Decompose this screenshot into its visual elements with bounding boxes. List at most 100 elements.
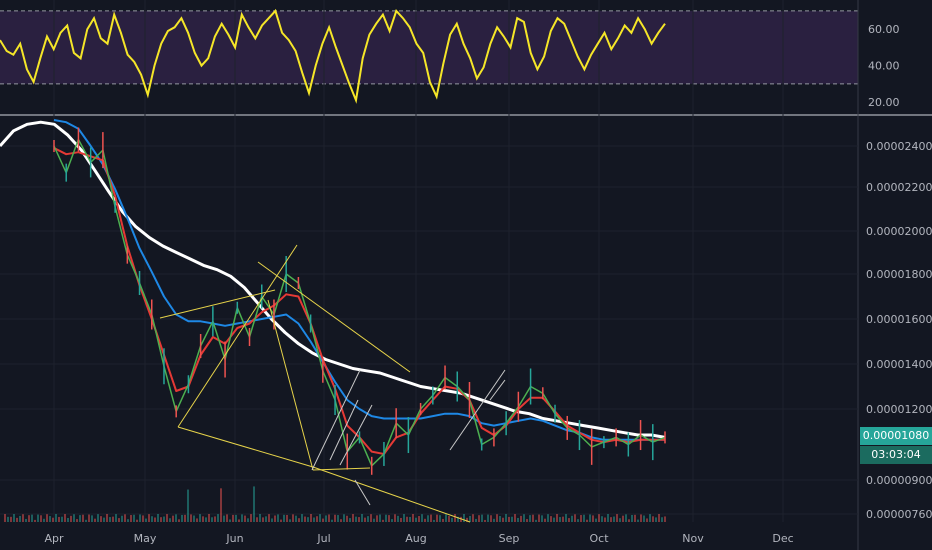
- volume-bar: [211, 517, 213, 522]
- volume-bar: [481, 514, 483, 522]
- volume-bar: [502, 517, 504, 522]
- volume-bar: [493, 518, 495, 522]
- volume-bar: [274, 515, 276, 522]
- volume-bar: [112, 516, 114, 522]
- volume-bar: [403, 514, 405, 522]
- trendline: [312, 467, 371, 471]
- volume-bar: [244, 515, 246, 522]
- trendline: [177, 426, 314, 468]
- rsi-band: [0, 10, 858, 84]
- volume-bar: [361, 514, 363, 522]
- volume-bar: [457, 516, 459, 522]
- volume-bar: [472, 514, 474, 522]
- volume-bar: [331, 519, 333, 522]
- volume-bar: [82, 514, 84, 522]
- volume-bar: [286, 514, 288, 522]
- volume-bar: [514, 514, 516, 522]
- volume-bar: [22, 514, 24, 522]
- volume-bar: [511, 516, 513, 522]
- volume-bar: [652, 516, 654, 522]
- volume-bar: [238, 519, 240, 522]
- price-series-slow: [53, 119, 665, 441]
- last-price-badge: 0.00001080: [860, 427, 932, 445]
- volume-bar: [319, 514, 321, 522]
- volume-bar: [310, 514, 312, 522]
- x-tick-label-may: May: [134, 532, 157, 545]
- volume-bar: [106, 514, 108, 522]
- volume-bar: [220, 488, 222, 522]
- volume-bar: [463, 514, 465, 522]
- volume-bar: [76, 519, 78, 522]
- volume-bar: [451, 517, 453, 522]
- volume-bar: [325, 515, 327, 522]
- volume-bar: [547, 514, 549, 522]
- volume-bar: [475, 518, 477, 522]
- volume-bar: [214, 516, 216, 522]
- volume-bar: [490, 515, 492, 522]
- volume-bar: [73, 514, 75, 522]
- volume-bar: [205, 517, 207, 522]
- volume-bar: [415, 517, 417, 522]
- volume-bar: [526, 519, 528, 522]
- volume-bar: [613, 516, 615, 522]
- volume-bar: [544, 518, 546, 522]
- volume-bar: [7, 516, 9, 522]
- volume-bar: [262, 517, 264, 522]
- volume-bar: [223, 515, 225, 522]
- volume-bar: [364, 517, 366, 522]
- volume-bar: [298, 518, 300, 522]
- price-tick-label: 0.00001200: [866, 403, 932, 416]
- volume-bar: [655, 517, 657, 522]
- rsi-tick-label: 20.00: [868, 96, 900, 109]
- volume-bar: [247, 518, 249, 522]
- volume-bar: [265, 516, 267, 522]
- volume-bar: [277, 514, 279, 522]
- volume-bar: [115, 514, 117, 522]
- volume-bar: [355, 516, 357, 522]
- volume-bar: [49, 516, 51, 522]
- volume-bar: [58, 516, 60, 522]
- x-tick-label-apr: Apr: [44, 532, 64, 545]
- volume-bar: [580, 515, 582, 522]
- trendline: [159, 289, 276, 319]
- volume-bar: [34, 519, 36, 522]
- volume-bar: [280, 519, 282, 522]
- volume-bar: [316, 516, 318, 522]
- volume-bar: [85, 519, 87, 522]
- annotation-line: [329, 399, 359, 461]
- volume-bar: [253, 486, 255, 522]
- volume-bar: [427, 515, 429, 522]
- trendline: [257, 261, 411, 373]
- volume-bar: [139, 514, 141, 522]
- volume-bar: [103, 517, 105, 522]
- price-tick-label: 0.00002000: [866, 225, 932, 238]
- volume-bar: [619, 518, 621, 522]
- volume-bar: [430, 514, 432, 522]
- volume-bar: [394, 514, 396, 522]
- rsi-tick-label: 60.00: [868, 23, 900, 36]
- volume-bar: [127, 519, 129, 522]
- volume-bar: [172, 515, 174, 522]
- volume-bar: [409, 516, 411, 522]
- volume-bar: [388, 515, 390, 522]
- volume-bar: [532, 514, 534, 522]
- volume-bar: [508, 516, 510, 522]
- volume-bar: [295, 515, 297, 522]
- volume-bar: [664, 516, 666, 522]
- volume-bar: [289, 519, 291, 522]
- volume-bar: [250, 514, 252, 522]
- volume-bar: [556, 514, 558, 522]
- volume-bar: [301, 514, 303, 522]
- price-tick-label: 0.00001600: [866, 313, 932, 326]
- volume-bar: [397, 515, 399, 522]
- volume-bar: [154, 517, 156, 522]
- trendline: [267, 299, 314, 471]
- volume-bar: [160, 517, 162, 522]
- volume-bar: [418, 516, 420, 522]
- volume-bar: [100, 516, 102, 522]
- volume-bar: [622, 515, 624, 522]
- volume-bar: [610, 517, 612, 522]
- volume-bar: [559, 517, 561, 522]
- volume-bar: [478, 515, 480, 522]
- volume-bar: [19, 515, 21, 522]
